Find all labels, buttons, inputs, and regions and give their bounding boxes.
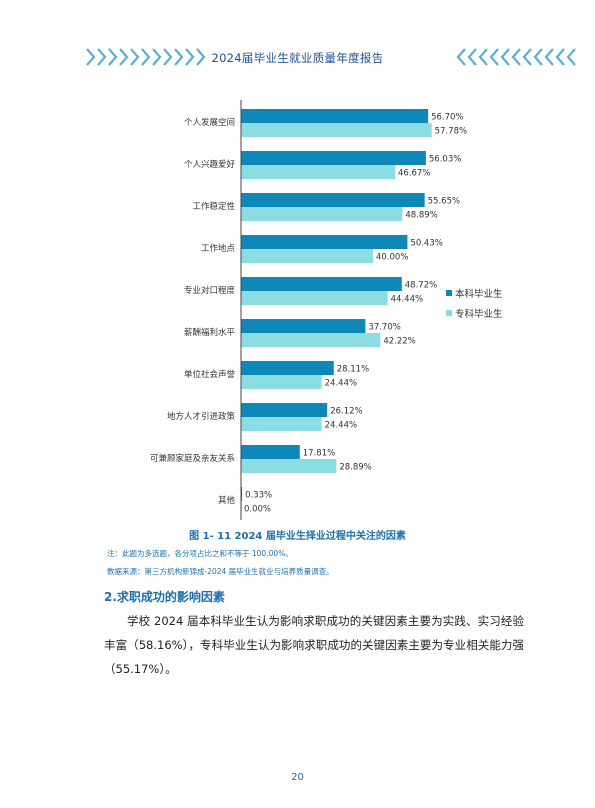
bar: [241, 375, 322, 389]
report-title: 2024届毕业生就业质量年度报告: [211, 51, 384, 65]
bar: [241, 487, 243, 501]
data-label: 56.70%: [431, 113, 463, 123]
chevron-icon: [196, 48, 206, 66]
bar: [241, 333, 381, 347]
category-label: 地方人才引进政策: [167, 411, 236, 422]
chevron-icon: [163, 48, 173, 66]
bar: [241, 361, 334, 375]
data-label: 24.44%: [325, 421, 357, 431]
data-label: 17.81%: [303, 449, 335, 459]
body-paragraph: 学校 2024 届本科毕业生认为影响求职成功的关键因素主要为实践、实习经验丰富（…: [104, 614, 524, 676]
bar-chart: 个人发展空间 56.70% 57.78% 个人兴趣爱好 56.03% 46.67% 工作稳定…: [150, 100, 503, 520]
data-label: 56.03%: [429, 155, 461, 165]
figure-caption: 图 1- 11 2024 届毕业生择业过程中关注的因素: [189, 531, 406, 542]
bar: [241, 165, 396, 179]
data-label: 50.43%: [410, 239, 442, 249]
legend-label: 专科毕业生: [455, 308, 503, 320]
data-label: 57.78%: [435, 127, 467, 137]
data-source-note: 数据来源：第三方机构新锦成-2024 届毕业生就业与培养质量调查。: [107, 567, 334, 576]
chevron-icon: [566, 48, 576, 66]
data-label: 28.11%: [337, 365, 369, 375]
chart-note: 注：此题为多选题，各分项占比之和不等于 100.00%。: [107, 549, 293, 558]
chevron-decoration-left-icon: [86, 48, 206, 66]
category-label: 个人兴趣爱好: [184, 159, 236, 170]
data-label: 37.70%: [368, 323, 400, 333]
report-header: 2024届毕业生就业质量年度报告: [0, 44, 595, 72]
category-label: 其他: [218, 495, 236, 506]
category-label: 薪酬福利水平: [184, 327, 236, 338]
bar: [241, 319, 366, 333]
data-label: 48.89%: [405, 211, 437, 221]
chevron-icon: [511, 48, 521, 66]
chevron-icon: [119, 48, 129, 66]
category-label: 单位社会声誉: [184, 369, 236, 380]
chevron-icon: [456, 48, 466, 66]
page-number: 20: [291, 772, 304, 783]
data-label: 44.44%: [391, 295, 423, 305]
chevron-icon: [522, 48, 532, 66]
bar: [241, 151, 426, 165]
category-label: 工作稳定性: [192, 201, 235, 212]
section-heading: 2.求职成功的影响因素: [104, 590, 225, 604]
data-label: 26.12%: [330, 407, 362, 417]
bar: [241, 235, 408, 249]
data-label: 42.22%: [383, 337, 415, 347]
chevron-icon: [478, 48, 488, 66]
chevron-icon: [141, 48, 151, 66]
data-label: 55.65%: [428, 197, 460, 207]
legend-label: 本科毕业生: [455, 288, 503, 300]
data-label: 40.00%: [376, 253, 408, 263]
chevron-icon: [174, 48, 184, 66]
chevron-icon: [467, 48, 477, 66]
chevron-icon: [130, 48, 140, 66]
bar: [241, 123, 432, 137]
data-label: 24.44%: [325, 379, 357, 389]
legend-swatch: [446, 290, 452, 296]
category-label: 专业对口程度: [184, 285, 236, 296]
chevron-icon: [86, 48, 96, 66]
chevron-icon: [555, 48, 565, 66]
chevron-icon: [97, 48, 107, 66]
legend-swatch: [446, 310, 452, 316]
bar: [241, 459, 337, 473]
data-label: 28.89%: [339, 463, 371, 473]
bar: [241, 109, 429, 123]
data-label: 0.33%: [245, 491, 272, 501]
category-label: 可兼顾家庭及亲友关系: [150, 453, 235, 464]
data-label: 48.72%: [405, 281, 437, 291]
chevron-icon: [489, 48, 499, 66]
bar: [241, 291, 388, 305]
bar: [241, 403, 328, 417]
data-label: 0.00%: [244, 505, 271, 515]
bar: [241, 445, 300, 459]
bar: [241, 417, 322, 431]
chevron-decoration-right-icon: [456, 48, 576, 66]
bar: [241, 207, 403, 221]
data-label: 46.67%: [398, 169, 430, 179]
bar: [241, 277, 402, 291]
chevron-icon: [185, 48, 195, 66]
chevron-icon: [108, 48, 118, 66]
chevron-icon: [533, 48, 543, 66]
bar: [241, 193, 425, 207]
bar: [241, 249, 373, 263]
chevron-icon: [152, 48, 162, 66]
category-label: 工作地点: [201, 243, 236, 254]
chevron-icon: [544, 48, 554, 66]
chevron-icon: [500, 48, 510, 66]
category-label: 个人发展空间: [184, 117, 235, 128]
